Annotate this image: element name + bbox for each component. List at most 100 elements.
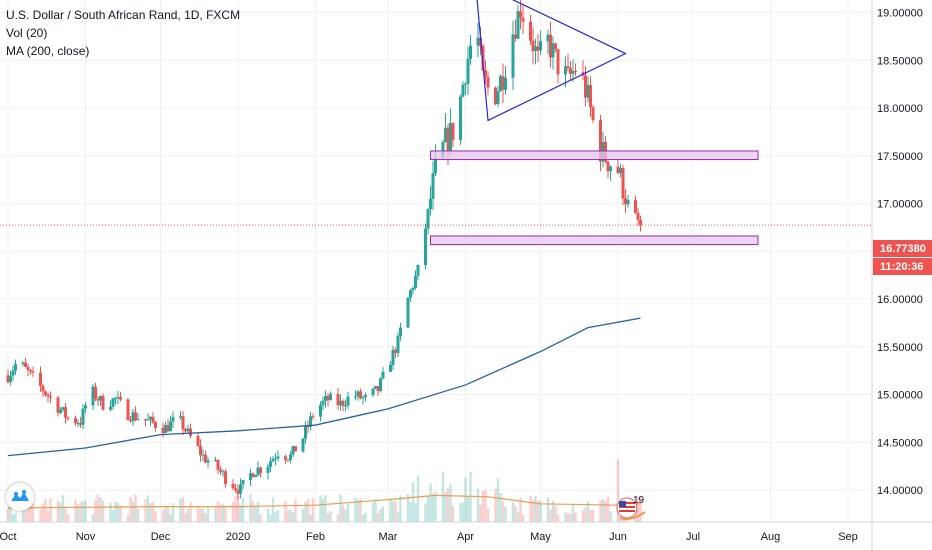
last-price-box (873, 240, 932, 257)
candle-body (241, 480, 245, 485)
candle-body (574, 71, 577, 73)
volume-bar (151, 501, 155, 522)
candle-body (224, 471, 227, 484)
us-flag-event-icon[interactable] (616, 497, 646, 521)
volume-bar (426, 496, 430, 522)
candle-body (146, 419, 150, 421)
volume-bar (346, 504, 350, 522)
volume-bar (109, 503, 112, 522)
volume-bar (201, 508, 205, 522)
event-badge-count: 19 (633, 495, 645, 506)
time-tick-label: Dec (151, 531, 171, 543)
candle-body (66, 417, 70, 419)
volume-bar (451, 505, 455, 522)
volume-bar (136, 508, 140, 522)
volume-bar (511, 501, 515, 522)
triangle-pattern-drawing (476, 0, 627, 122)
candle-body (361, 397, 365, 399)
volume-bar (76, 504, 80, 522)
candle-body (621, 168, 625, 199)
tradingview-logo-icon[interactable] (6, 483, 34, 511)
candle-body (61, 407, 65, 410)
volume-bar (14, 512, 17, 522)
candle-body (204, 454, 207, 463)
candle-body (464, 83, 467, 85)
support-resistance-zone (430, 150, 759, 161)
candle-body (416, 264, 420, 276)
volume-bar (374, 499, 377, 522)
candle-body (44, 391, 47, 395)
symbol-title[interactable]: U.S. Dollar / South African Rand, 1D, FX… (6, 8, 241, 22)
candle-body (364, 394, 367, 398)
candle-body (571, 71, 575, 74)
volume-bar (21, 508, 25, 522)
candle-body (184, 429, 187, 432)
candle-body (144, 419, 147, 421)
candle-body (49, 396, 52, 398)
volume-bar (394, 501, 397, 522)
volume-bar (269, 514, 272, 522)
volume-bar (116, 503, 120, 522)
candle-body (411, 288, 415, 291)
candle-body (99, 396, 102, 401)
volume-bar (31, 503, 35, 522)
candle-body (101, 396, 105, 410)
candle-body (429, 198, 432, 209)
candle-body (389, 365, 392, 372)
volume-bar (364, 512, 367, 522)
volume-bar (396, 511, 400, 522)
candle-body (259, 467, 262, 473)
candle-body (444, 127, 447, 142)
moving-average-label[interactable]: MA (200, close) (6, 44, 90, 58)
drawing-annotations[interactable] (430, 0, 759, 246)
volume-bar (79, 502, 82, 522)
candle-body (616, 166, 620, 174)
volume-bar (161, 509, 165, 522)
volume-bar (99, 497, 102, 522)
candle-body (161, 427, 165, 433)
volume-bar (574, 512, 577, 522)
candle-body (534, 46, 537, 52)
candle-body (391, 349, 395, 366)
candle-body (324, 396, 327, 401)
candle-body (301, 438, 305, 452)
volume-bar (339, 494, 342, 522)
candle-body (636, 212, 640, 220)
candle-body (606, 161, 610, 172)
volume-bar (134, 494, 137, 522)
volume-bar (441, 472, 445, 522)
candle-body (424, 228, 427, 265)
volume-bar (46, 511, 50, 522)
volume-bar (164, 505, 167, 522)
volume-bar (326, 513, 330, 522)
candle-body (214, 460, 217, 462)
volume-bar (551, 500, 555, 522)
candle-body (239, 484, 242, 494)
volume-bar (61, 495, 65, 522)
volume-bar (39, 509, 42, 522)
candle-body (6, 375, 10, 383)
candle-body (31, 371, 35, 373)
candle-body (189, 428, 192, 436)
volume-bar (381, 506, 385, 522)
volume-bar (294, 499, 297, 522)
volume-bar (376, 513, 380, 522)
price-tick-label: 15.00000 (877, 390, 923, 402)
candle-body (171, 417, 175, 422)
volume-bar (239, 505, 242, 522)
volume-bar (494, 488, 497, 522)
candle-body (536, 46, 540, 51)
candle-body (136, 419, 140, 421)
candle-body (394, 349, 397, 353)
candle-body (374, 386, 377, 389)
volume-bar (521, 514, 525, 522)
candle-body (529, 21, 532, 41)
candle-body (626, 200, 630, 205)
candle-body (11, 370, 15, 376)
volume-bar (329, 511, 332, 522)
volume-bar (216, 501, 220, 522)
volume-bar (584, 507, 587, 522)
volume-indicator-label[interactable]: Vol (20) (6, 26, 48, 40)
volume-bar (444, 492, 447, 522)
